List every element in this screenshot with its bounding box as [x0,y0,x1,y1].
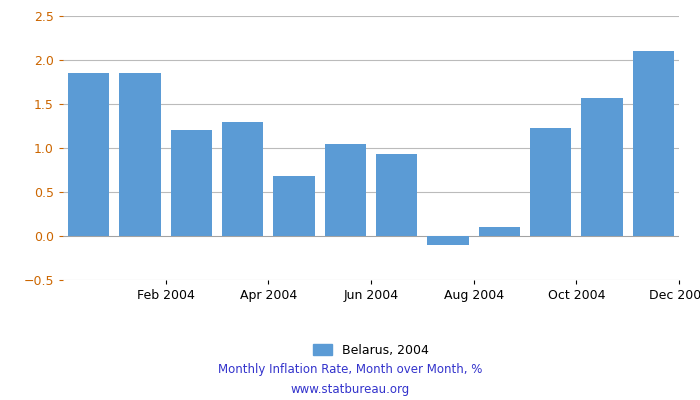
Text: www.statbureau.org: www.statbureau.org [290,384,410,396]
Bar [428,236,468,245]
Text: Monthly Inflation Rate, Month over Month, %: Monthly Inflation Rate, Month over Month… [218,364,482,376]
Bar [68,73,109,236]
Bar [530,128,571,236]
Bar [171,130,212,236]
Bar [325,144,366,236]
Bar [120,73,160,236]
Bar [479,227,520,236]
Bar [582,98,622,236]
Bar [376,154,417,236]
Bar [222,122,263,236]
Legend: Belarus, 2004: Belarus, 2004 [308,339,434,362]
Bar [633,51,674,236]
Bar [274,176,314,236]
